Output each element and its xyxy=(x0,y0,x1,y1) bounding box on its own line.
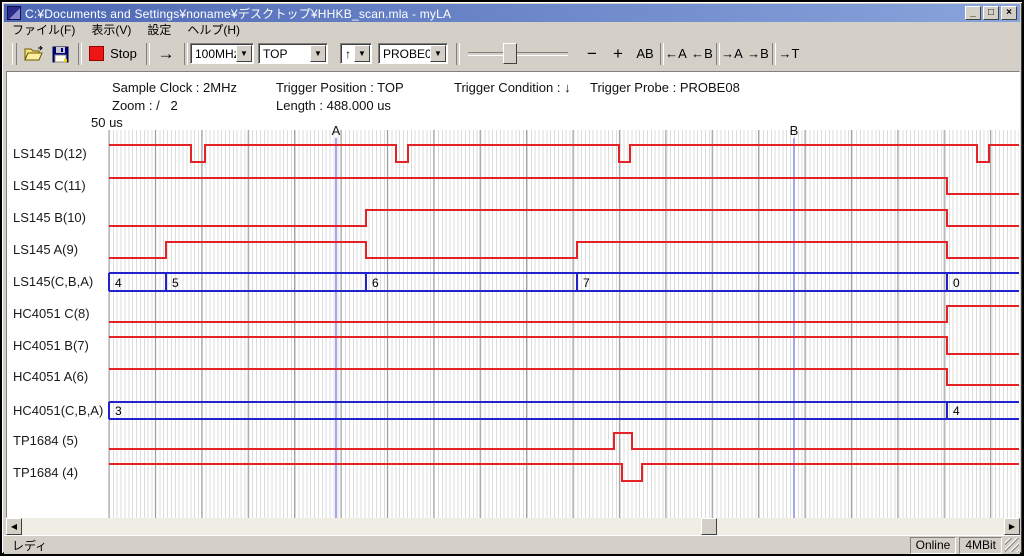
toolbar: Stop → 100MHz ▼ TOP ▼ ↑ ▼ PROBE00 ▼ − + … xyxy=(4,37,1020,71)
app-icon xyxy=(7,6,21,20)
stop-label: Stop xyxy=(110,46,137,61)
menu-view[interactable]: 表示(V) xyxy=(91,23,132,37)
channel-label: LS145(C,B,A) xyxy=(13,274,94,289)
zoom-slider-track[interactable] xyxy=(468,52,568,56)
waveform-client-area: Sample Clock : 2MHz Trigger Position : T… xyxy=(6,71,1020,518)
maximize-button[interactable]: □ xyxy=(983,6,999,20)
length-info: Length : 488.000 us xyxy=(276,98,391,113)
trigger-probe-value: PROBE00 xyxy=(383,46,430,61)
trigger-condition-info: Trigger Condition : ↓ xyxy=(454,80,571,95)
menu-settings[interactable]: 設定 xyxy=(147,23,172,37)
toolbar-separator xyxy=(146,43,150,65)
zoom-in-button[interactable]: + xyxy=(613,43,623,63)
window-title: C:¥Documents and Settings¥noname¥デスクトップ¥… xyxy=(25,6,452,21)
move-b-left-button[interactable]: ←B xyxy=(691,46,713,61)
trigger-edge-combo[interactable]: ↑ ▼ xyxy=(340,43,372,64)
trigger-probe-combo[interactable]: PROBE00 ▼ xyxy=(378,43,448,64)
toolbar-separator xyxy=(716,43,720,65)
floppy-disk-icon xyxy=(52,46,68,62)
channel-label: HC4051(C,B,A) xyxy=(13,402,104,418)
resize-grip[interactable] xyxy=(1005,538,1019,552)
status-ready-text: レディ xyxy=(12,538,48,553)
move-a-right-button[interactable]: →A xyxy=(721,46,743,61)
channel-label: TP1684 (5) xyxy=(13,433,79,448)
close-button[interactable]: × xyxy=(1001,6,1017,20)
channel-label: LS145 B(10) xyxy=(13,210,86,225)
channel-label: HC4051 A(6) xyxy=(13,369,89,384)
status-memory-badge: 4MBit xyxy=(959,536,1002,554)
scroll-left-button[interactable]: ◀ xyxy=(6,518,22,535)
toolbar-separator xyxy=(184,43,188,65)
toolbar-separator xyxy=(456,43,460,65)
save-button[interactable] xyxy=(48,42,72,66)
channel-label: LS145 C(11) xyxy=(13,178,86,193)
scrollbar-thumb[interactable] xyxy=(701,518,717,535)
toolbar-separator xyxy=(660,43,664,65)
stop-button[interactable]: Stop xyxy=(84,42,142,65)
horizontal-scrollbar[interactable]: ◀ ▶ xyxy=(6,518,1020,535)
sample-clock-value: 100MHz xyxy=(195,46,236,61)
scroll-right-button[interactable]: ▶ xyxy=(1004,518,1020,535)
sample-clock-info: Sample Clock : 2MHz xyxy=(112,80,237,95)
sample-clock-combo[interactable]: 100MHz ▼ xyxy=(190,43,254,64)
scroll-right-icon: ▶ xyxy=(1008,522,1016,531)
ab-cursor-button[interactable]: AB xyxy=(636,46,654,61)
menu-file[interactable]: ファイル(F) xyxy=(12,23,76,37)
trigger-position-value: TOP xyxy=(263,46,288,61)
toolbar-separator xyxy=(772,43,776,65)
menu-help[interactable]: ヘルプ(H) xyxy=(187,23,241,37)
channel-label: LS145 D(12) xyxy=(13,145,87,161)
run-button[interactable]: → xyxy=(152,42,180,65)
title-bar[interactable]: C:¥Documents and Settings¥noname¥デスクトップ¥… xyxy=(4,4,1020,22)
chevron-down-icon[interactable]: ▼ xyxy=(354,45,370,62)
channel-label: HC4051 C(8) xyxy=(13,306,90,321)
move-a-left-button[interactable]: ←A xyxy=(665,46,687,61)
move-b-right-button[interactable]: →B xyxy=(747,46,769,61)
toolbar-gripper[interactable] xyxy=(12,43,17,65)
channel-label: HC4051 B(7) xyxy=(13,337,89,353)
trigger-position-combo[interactable]: TOP ▼ xyxy=(258,43,328,64)
channel-label: TP1684 (4) xyxy=(13,464,79,480)
trigger-probe-info: Trigger Probe : PROBE08 xyxy=(590,80,740,95)
timebase-label: 50 us xyxy=(91,115,123,130)
trigger-edge-value: ↑ xyxy=(345,46,351,61)
minimize-button[interactable]: _ xyxy=(965,6,981,20)
zoom-slider-thumb[interactable] xyxy=(503,43,517,64)
trigger-position-info: Trigger Position : TOP xyxy=(276,80,404,95)
chevron-down-icon[interactable]: ▼ xyxy=(430,45,446,62)
channel-label: LS145 A(9) xyxy=(13,242,79,257)
waveform-plot[interactable] xyxy=(109,130,1019,518)
zoom-out-button[interactable]: − xyxy=(587,43,597,63)
status-bar: レディ Online 4MBit xyxy=(4,535,1020,554)
open-file-button[interactable] xyxy=(22,42,46,66)
goto-trigger-button[interactable]: →T xyxy=(778,46,800,61)
run-arrow-icon: → xyxy=(157,43,175,63)
chevron-down-icon[interactable]: ▼ xyxy=(310,45,326,62)
zoom-info: Zoom : / 2 xyxy=(112,98,178,113)
open-folder-icon xyxy=(24,46,43,61)
stop-icon xyxy=(89,46,105,61)
menu-bar: ファイル(F) 表示(V) 設定 ヘルプ(H) xyxy=(4,22,1020,37)
chevron-down-icon[interactable]: ▼ xyxy=(236,45,252,62)
status-online-badge: Online xyxy=(909,536,957,554)
scroll-left-icon: ◀ xyxy=(10,522,18,531)
toolbar-separator xyxy=(78,43,82,65)
